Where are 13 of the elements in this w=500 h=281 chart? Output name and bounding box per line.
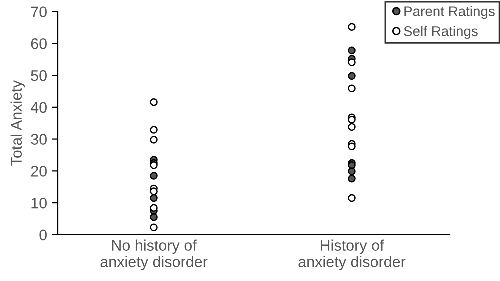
y-axis-title: Total Anxiety: [10, 80, 26, 166]
x-tick-label: No history of anxiety disorder: [100, 240, 208, 270]
y-tick-label: 20: [31, 166, 47, 177]
legend-label: Parent Ratings: [404, 6, 495, 20]
y-tick-label: 70: [31, 6, 47, 18]
y-tick-label: 30: [31, 134, 47, 145]
y-tick-label: 50: [31, 70, 47, 82]
y-tick-label: 60: [31, 38, 47, 50]
y-tick-label: 10: [32, 198, 47, 209]
y-tick-label: 40: [30, 102, 47, 114]
y-tick-label: 0: [40, 230, 47, 241]
x-tick-label: History of anxiety disorder: [298, 240, 406, 270]
legend-label: Self Ratings: [404, 26, 478, 40]
